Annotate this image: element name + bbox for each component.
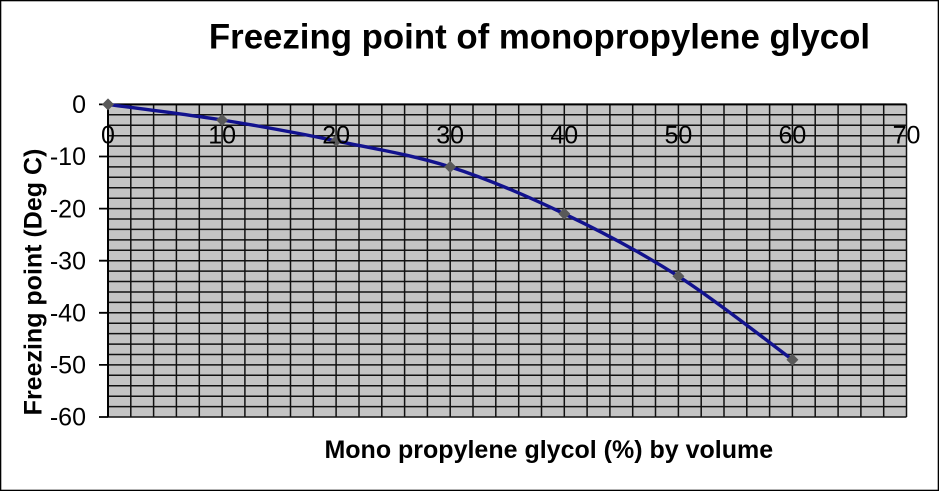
svg-text:50: 50: [664, 122, 692, 150]
svg-text:-60: -60: [50, 404, 86, 432]
svg-text:Mono propylene glycol (%) by v: Mono propylene glycol (%) by volume: [324, 436, 773, 464]
svg-text:-50: -50: [50, 352, 86, 380]
svg-text:-40: -40: [50, 300, 86, 328]
svg-text:20: 20: [322, 122, 350, 150]
svg-text:0: 0: [72, 91, 86, 119]
svg-text:-30: -30: [50, 247, 86, 275]
svg-text:10: 10: [208, 122, 236, 150]
svg-text:70: 70: [893, 122, 921, 150]
svg-text:30: 30: [436, 122, 464, 150]
svg-text:40: 40: [550, 122, 578, 150]
svg-text:60: 60: [778, 122, 806, 150]
svg-text:Freezing point of monopropylen: Freezing point of monopropylene glycol: [209, 18, 870, 57]
svg-text:0: 0: [101, 122, 115, 150]
svg-text:-10: -10: [50, 143, 86, 171]
svg-text:-20: -20: [50, 195, 86, 223]
svg-text:Freezing point (Deg C): Freezing point (Deg C): [20, 149, 48, 416]
